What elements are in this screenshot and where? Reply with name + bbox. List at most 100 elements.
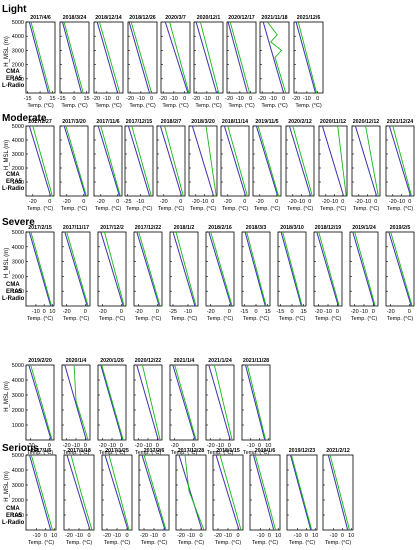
panel-date: 2017/12/2 [100, 225, 124, 231]
legend-cma: CMA [6, 69, 20, 75]
x-axis-label: Temp. (°C) [158, 206, 185, 212]
x-tick-label: -20 [207, 443, 215, 449]
x-tick-label: -10 [150, 533, 158, 539]
x-tick-label: -20 [225, 96, 233, 102]
panel-frame [93, 125, 123, 197]
series-line-lradio [104, 231, 125, 307]
x-tick-label: -15 [24, 96, 32, 102]
y-tick-label: 3000 [12, 483, 24, 489]
y-tick-label: 5000 [12, 453, 24, 459]
x-tick-label: -20 [192, 96, 200, 102]
series-line-era5 [28, 364, 52, 441]
x-tick-label: -20 [63, 199, 71, 205]
panel-date: 2017/12/28 [178, 448, 205, 454]
x-tick-label: -10 [224, 533, 232, 539]
series-line-lradio [282, 231, 303, 307]
legend-era5: ERA5 [6, 179, 23, 185]
series-line-era5 [136, 231, 160, 307]
x-axis-label: Temp. (°C) [63, 450, 90, 456]
x-tick-label: 0 [125, 533, 128, 539]
series-line-lradio [175, 231, 197, 307]
x-axis-label: Temp. (°C) [351, 316, 378, 322]
series-line-era5 [327, 454, 349, 531]
x-axis-label: Temp. (°C) [129, 103, 156, 109]
x-axis-label: Temp. (°C) [228, 103, 255, 109]
series-line-lradio [297, 21, 318, 94]
panel-frame [169, 231, 199, 307]
x-tick-label: -20 [292, 96, 300, 102]
x-tick-label: 0 [275, 199, 278, 205]
x-tick-label: 0 [316, 96, 319, 102]
series-line-era5 [172, 231, 196, 307]
series-line-era5 [29, 454, 52, 531]
series-line-era5 [245, 364, 266, 441]
x-axis-label: Temp. (°C) [61, 206, 88, 212]
x-tick-label: -10 [360, 309, 368, 315]
panel-frame [286, 454, 318, 531]
y-tick-label: 4000 [12, 138, 24, 144]
panel-frame [285, 125, 315, 197]
panel-date: 2019/12/23 [289, 448, 316, 454]
x-tick-label: -15 [240, 309, 248, 315]
x-tick-label: 10 [51, 533, 57, 539]
panel-date: 2020/12/17 [228, 15, 255, 21]
panel-frame [59, 125, 89, 197]
series-line-lradio [318, 231, 340, 307]
series-line-lradio [100, 125, 121, 197]
x-axis-label: Temp. (°C) [325, 540, 352, 546]
series-line-era5 [128, 21, 150, 94]
x-axis-label: Temp. (°C) [171, 450, 198, 456]
panel-frame [25, 364, 55, 441]
x-tick-label: 0 [228, 309, 231, 315]
x-tick-label: 0 [192, 443, 195, 449]
x-axis-label: Temp. (°C) [141, 540, 168, 546]
series-line-lradio [213, 364, 233, 441]
series-line-era5 [388, 231, 412, 307]
panel-frame [101, 454, 133, 531]
group-label: Light [2, 4, 27, 15]
panel-date: 2018/2/7 [161, 119, 182, 125]
series-line-lradio [32, 125, 53, 197]
series-line-era5 [352, 231, 375, 307]
y-axis-label: H_MSL (m) [4, 140, 10, 170]
panel-date: 2019/2/5 [390, 225, 411, 231]
panel-date: 2021/1/24 [208, 358, 232, 364]
x-tick-label: 0 [43, 309, 46, 315]
x-tick-label: 0 [44, 533, 47, 539]
series-line-lradio [131, 125, 152, 197]
series-line-era5 [100, 364, 123, 441]
y-tick-label: 2000 [12, 498, 24, 504]
x-tick-label: 0 [156, 443, 159, 449]
panel-frame [156, 125, 186, 197]
x-tick-label: 0 [211, 199, 214, 205]
x-tick-label: -10 [103, 96, 111, 102]
x-tick-label: 0 [48, 443, 51, 449]
x-tick-label: -10 [144, 443, 152, 449]
panel-frame [212, 454, 244, 531]
x-tick-label: -15 [276, 309, 284, 315]
x-tick-label: 15 [83, 96, 89, 102]
panel-frame [61, 231, 91, 307]
panel-frame [318, 125, 348, 197]
series-line-era5 [253, 454, 275, 531]
panel-date: 2021/11/28 [243, 358, 269, 364]
x-tick-label: -20 [256, 199, 264, 205]
x-axis-label: Temp. (°C) [289, 540, 316, 546]
x-axis-label: Temp. (°C) [95, 206, 122, 212]
